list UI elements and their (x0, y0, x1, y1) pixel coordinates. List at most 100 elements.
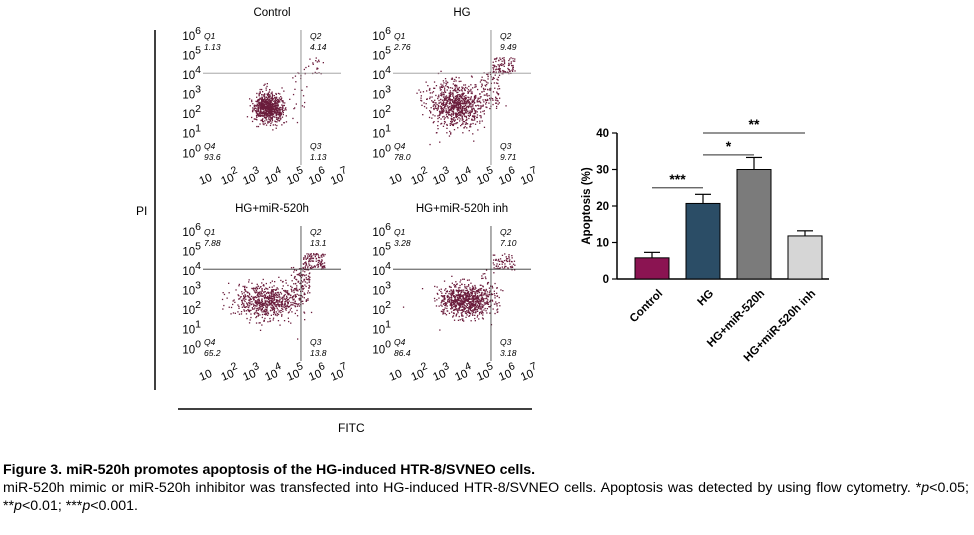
y-tick-label: 106 (182, 25, 201, 43)
quadrant-q4-label: Q4 (394, 141, 406, 151)
y-tick-label: 100 (182, 142, 201, 160)
x-tick-label: 105 (473, 164, 497, 188)
quadrant-q1-value: 2.76 (393, 42, 411, 52)
y-tick-label: 103 (182, 84, 201, 102)
y-tick-label: 105 (182, 241, 201, 259)
pi-axis-label: PI (136, 204, 147, 218)
quadrant-q2-value: 9.49 (500, 42, 517, 52)
bar-category-label: Control (628, 288, 665, 325)
caption-p1-suffix: <0.05; (929, 480, 969, 496)
x-tick-label: 107 (517, 360, 541, 384)
caption-p2-prefix: ** (3, 498, 15, 514)
x-tick-label: 102 (217, 360, 241, 384)
flow-panel-title: HG+miR-520h (235, 203, 309, 215)
x-tick-label: 106 (305, 164, 329, 188)
x-tick-label: 107 (327, 360, 351, 384)
x-tick-label: 10 (198, 172, 214, 188)
caption-p3-suffix: <0.001. (90, 498, 138, 514)
quadrant-q3-value: 13.8 (310, 348, 327, 358)
y-tick-label: 102 (182, 299, 201, 317)
quadrant-q2-label: Q2 (310, 31, 322, 41)
bar-y-axis-label: Apoptosis (%) (581, 167, 593, 244)
x-tick-label: 103 (429, 360, 453, 384)
bar-y-tick-label: 30 (596, 165, 609, 177)
x-tick-label: 103 (239, 360, 263, 384)
x-tick-label: 105 (283, 360, 307, 384)
y-tick-label: 100 (372, 338, 391, 356)
quadrant-q4-value: 93.6 (204, 152, 221, 162)
x-tick-label: 104 (261, 360, 285, 384)
significance-label: * (726, 138, 732, 154)
flow-cytometry-grid: ControlQ11.13Q24.14Q493.6Q31.13106105104… (182, 7, 541, 384)
fitc-axis-label: FITC (338, 421, 365, 435)
caption-p2-suffix: <0.01; (21, 498, 66, 514)
quadrant-q3-value: 9.71 (500, 152, 517, 162)
flow-panel-title: Control (253, 7, 290, 19)
x-tick-label: 105 (473, 360, 497, 384)
bar (685, 202, 721, 280)
bar-category-label: HG (696, 288, 717, 309)
y-tick-label: 101 (182, 123, 201, 141)
caption-p3-italic: p (82, 498, 91, 514)
y-tick-label: 104 (182, 260, 201, 278)
flow-panel: HGQ12.76Q29.49Q478.0Q39.7110610510410310… (372, 7, 541, 188)
quadrant-q1-label: Q1 (394, 31, 406, 41)
x-tick-label: 106 (495, 360, 519, 384)
quadrant-q1-label: Q1 (394, 227, 406, 237)
scatter-events (221, 253, 326, 340)
quadrant-q1-label: Q1 (204, 227, 216, 237)
figure-caption: Figure 3. miR-520h promotes apoptosis of… (3, 461, 969, 515)
y-tick-label: 101 (372, 319, 391, 337)
quadrant-q4-label: Q4 (394, 337, 406, 347)
x-tick-label: 10 (388, 368, 404, 384)
bar-y-tick-label: 20 (596, 201, 609, 213)
x-tick-label: 107 (327, 164, 351, 188)
quadrant-q4-value: 65.2 (204, 348, 221, 358)
y-tick-label: 104 (182, 64, 201, 82)
y-tick-label: 106 (372, 25, 391, 43)
x-tick-label: 107 (517, 164, 541, 188)
x-tick-label: 104 (451, 360, 475, 384)
y-tick-label: 106 (182, 221, 201, 239)
quadrant-q1-value: 3.28 (394, 238, 411, 248)
flow-panel: HG+miR-520h inhQ13.28Q27.10Q486.4Q33.181… (372, 203, 541, 384)
bar (634, 257, 670, 280)
y-tick-label: 105 (182, 45, 201, 63)
bar (736, 169, 772, 280)
quadrant-q3-label: Q3 (310, 337, 322, 347)
y-tick-label: 103 (182, 280, 201, 298)
y-tick-label: 104 (372, 260, 391, 278)
x-tick-label: 104 (451, 164, 475, 188)
significance-label: *** (669, 171, 686, 187)
quadrant-q4-label: Q4 (204, 141, 216, 151)
y-tick-label: 102 (372, 299, 391, 317)
x-tick-label: 106 (495, 164, 519, 188)
quadrant-q1-value: 1.13 (204, 42, 221, 52)
caption-title: Figure 3. miR-520h promotes apoptosis of… (3, 462, 536, 478)
x-tick-label: 102 (407, 360, 431, 384)
caption-p3-prefix: *** (65, 498, 83, 514)
caption-p2-italic: p (14, 498, 22, 514)
quadrant-q3-value: 3.18 (500, 348, 517, 358)
quadrant-q2-label: Q2 (500, 31, 512, 41)
x-tick-label: 102 (217, 164, 241, 188)
flow-panel-title: HG (453, 7, 470, 19)
x-tick-label: 103 (239, 164, 263, 188)
quadrant-q2-label: Q2 (500, 227, 512, 237)
x-tick-label: 104 (261, 164, 285, 188)
y-tick-label: 102 (182, 103, 201, 121)
y-tick-label: 103 (372, 84, 391, 102)
caption-body-text: miR-520h mimic or miR-520h inhibitor was… (3, 480, 916, 496)
quadrant-q4-value: 86.4 (394, 348, 411, 358)
y-tick-label: 100 (372, 142, 391, 160)
x-tick-label: 106 (305, 360, 329, 384)
quadrant-q2-label: Q2 (310, 227, 322, 237)
flow-panel-title: HG+miR-520h inh (416, 203, 508, 215)
quadrant-q1-label: Q1 (204, 31, 216, 41)
caption-p1-prefix: * (915, 480, 922, 496)
scatter-events (416, 57, 516, 146)
x-tick-label: 105 (283, 164, 307, 188)
quadrant-q2-value: 4.14 (310, 42, 327, 52)
quadrant-q2-value: 7.10 (500, 238, 517, 248)
